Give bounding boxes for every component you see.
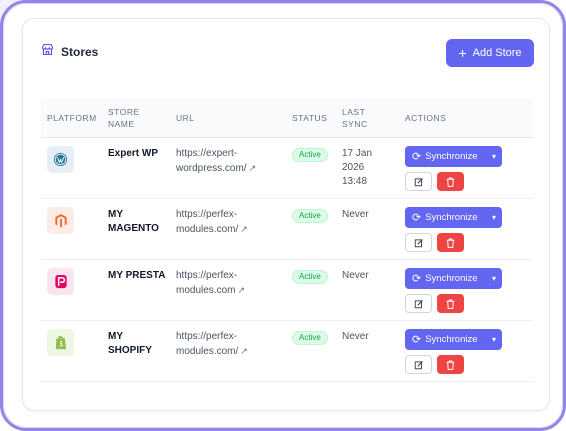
delete-button[interactable] <box>437 355 464 374</box>
add-store-label: Add Store <box>472 47 522 59</box>
store-name: MY PRESTA <box>108 270 166 281</box>
synchronize-button[interactable]: ⟳ Synchronize ▾ <box>405 207 502 228</box>
wordpress-icon <box>47 146 74 173</box>
refresh-icon: ⟳ <box>412 334 422 346</box>
table-row: MY MAGENTO https://perfex- modules.com/↗… <box>41 199 533 260</box>
page-title: Stores <box>61 45 99 59</box>
store-url-link[interactable]: https://perfex- modules.com/↗ <box>176 209 248 235</box>
plus-icon: + <box>458 45 467 61</box>
store-url-link[interactable]: https://perfex- modules.com/↗ <box>176 331 248 357</box>
table-row: MY PRESTA https://perfex- modules.com ↗ A… <box>41 260 533 321</box>
table-header: PLATFORM STORE NAME URL STATUS LAST SYNC… <box>41 99 533 138</box>
status-badge: Active <box>292 270 328 284</box>
trash-icon <box>446 176 455 187</box>
shopify-icon <box>47 329 74 356</box>
trash-icon <box>446 237 455 248</box>
last-sync: 17 Jan 2026 13:48 <box>342 148 373 187</box>
external-link-icon: ↗ <box>240 224 248 234</box>
edit-button[interactable] <box>405 233 432 252</box>
trash-icon <box>446 359 455 370</box>
last-sync: Never <box>342 331 369 342</box>
col-actions: ACTIONS <box>405 113 447 123</box>
external-link-icon: ↗ <box>248 163 257 173</box>
edit-button[interactable] <box>405 294 432 313</box>
external-link-icon: ↗ <box>237 285 246 295</box>
store-icon <box>41 43 54 61</box>
store-name: MY SHOPIFY <box>108 331 152 356</box>
last-sync: Never <box>342 270 369 281</box>
delete-button[interactable] <box>437 294 464 313</box>
col-last-sync-line1: LAST <box>342 107 366 117</box>
col-store-name-line2: NAME <box>108 119 135 129</box>
edit-icon <box>414 360 423 369</box>
add-store-button[interactable]: + Add Store <box>446 39 534 67</box>
col-last-sync-line2: SYNC <box>342 119 368 129</box>
synchronize-button[interactable]: ⟳ Synchronize ▾ <box>405 146 502 167</box>
trash-icon <box>446 298 455 309</box>
refresh-icon: ⟳ <box>412 151 422 163</box>
chevron-down-icon[interactable]: ▾ <box>491 335 496 344</box>
edit-button[interactable] <box>405 172 432 191</box>
store-name: Expert WP <box>108 148 159 159</box>
status-badge: Active <box>292 331 328 345</box>
panel-header: Stores <box>41 43 98 61</box>
external-link-icon: ↗ <box>240 346 248 356</box>
col-store-name: STORE NAME <box>108 106 140 130</box>
edit-button[interactable] <box>405 355 432 374</box>
edit-icon <box>414 238 423 247</box>
refresh-icon: ⟳ <box>412 273 422 285</box>
col-platform: PLATFORM <box>47 113 97 123</box>
synchronize-button[interactable]: ⟳ Synchronize ▾ <box>405 329 502 350</box>
synchronize-button[interactable]: ⟳ Synchronize ▾ <box>405 268 502 289</box>
store-name: MY MAGENTO <box>108 209 159 234</box>
col-store-name-line1: STORE <box>108 107 140 117</box>
stores-panel: Stores + Add Store PLATFORM STORE NAME U… <box>22 18 550 411</box>
last-sync: Never <box>342 209 369 220</box>
col-last-sync: LAST SYNC <box>342 106 368 130</box>
store-url-link[interactable]: https://expert- wordpress.com/↗ <box>176 148 257 174</box>
magento-icon <box>47 207 74 234</box>
chevron-down-icon[interactable]: ▾ <box>491 213 496 222</box>
status-badge: Active <box>292 209 328 223</box>
chevron-down-icon[interactable]: ▾ <box>491 152 496 161</box>
store-url-link[interactable]: https://perfex- modules.com ↗ <box>176 270 246 296</box>
status-badge: Active <box>292 148 328 162</box>
chevron-down-icon[interactable]: ▾ <box>491 274 496 283</box>
edit-icon <box>414 177 423 186</box>
refresh-icon: ⟳ <box>412 212 422 224</box>
table-row: MY SHOPIFY https://perfex- modules.com/↗… <box>41 321 533 382</box>
col-status: STATUS <box>292 113 328 123</box>
delete-button[interactable] <box>437 172 464 191</box>
table-row: Expert WP https://expert- wordpress.com/… <box>41 138 533 199</box>
col-url: URL <box>176 113 195 123</box>
edit-icon <box>414 299 423 308</box>
prestashop-icon <box>47 268 74 295</box>
delete-button[interactable] <box>437 233 464 252</box>
